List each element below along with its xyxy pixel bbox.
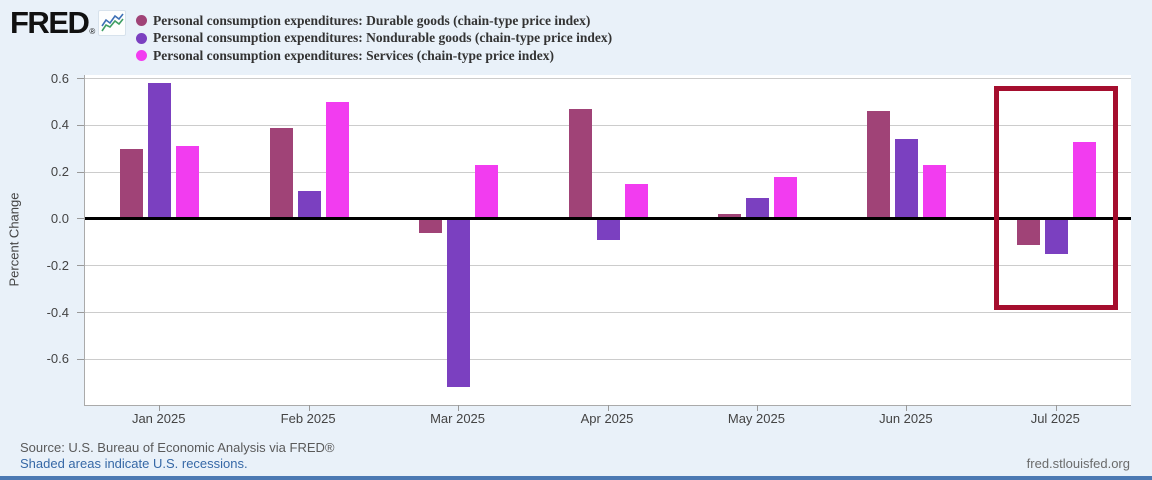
source-text: Source: U.S. Bureau of Economic Analysis…	[20, 440, 335, 455]
y-tick-label: 0.4	[50, 117, 69, 133]
gridline	[85, 171, 1131, 173]
bar[interactable]	[297, 190, 321, 219]
x-tick-label: Mar 2025	[430, 411, 486, 426]
bar[interactable]	[176, 146, 200, 219]
bar[interactable]	[419, 218, 443, 233]
bar[interactable]	[120, 148, 144, 219]
y-tick-mark	[77, 124, 84, 126]
bar[interactable]	[773, 176, 797, 219]
fred-logo-text: FRED	[10, 5, 90, 40]
y-tick-label: 0.0	[50, 210, 69, 226]
bar[interactable]	[269, 127, 293, 219]
bar[interactable]	[596, 218, 620, 240]
y-tick-mark	[77, 171, 84, 173]
bar[interactable]	[475, 165, 499, 219]
legend-marker-icon	[136, 32, 147, 44]
bar[interactable]	[568, 108, 592, 219]
bottom-accent-bar	[0, 476, 1152, 480]
legend-label: Personal consumption expenditures: Nondu…	[153, 30, 613, 46]
x-tick-mark	[756, 405, 758, 411]
y-tick-label: -0.2	[46, 257, 69, 273]
y-tick-mark	[77, 78, 84, 79]
site-link[interactable]: fred.stlouisfed.org	[1026, 456, 1130, 471]
bar[interactable]	[867, 111, 891, 219]
bar[interactable]	[624, 183, 648, 219]
gridline	[85, 124, 1131, 126]
x-tick-label: Jan 2025	[131, 411, 186, 426]
x-tick-label: Jul 2025	[1030, 411, 1080, 426]
x-tick-mark	[1055, 405, 1057, 411]
y-tick-label: -0.4	[46, 304, 69, 320]
y-tick-mark	[77, 358, 84, 360]
y-tick-label: 0.2	[50, 164, 69, 180]
x-tick-label: Apr 2025	[580, 411, 634, 426]
gridline	[85, 312, 1131, 313]
y-tick-label: 0.6	[50, 70, 69, 86]
bar[interactable]	[325, 101, 349, 219]
bar[interactable]	[745, 197, 769, 219]
x-tick-label: Jun 2025	[879, 411, 933, 426]
bar[interactable]	[1044, 218, 1068, 254]
x-tick-mark	[458, 405, 460, 411]
bar[interactable]	[148, 83, 172, 219]
legend-item[interactable]: Personal consumption expenditures: Durab…	[136, 12, 612, 30]
y-tick-label: -0.6	[46, 351, 69, 367]
bar[interactable]	[923, 165, 947, 219]
legend: Personal consumption expenditures: Durab…	[136, 12, 612, 65]
recession-note-link[interactable]: Shaded areas indicate U.S. recessions.	[20, 456, 248, 471]
y-tick-mark	[77, 312, 84, 313]
legend-label: Personal consumption expenditures: Servi…	[153, 47, 554, 63]
registered-mark: ®	[89, 27, 96, 36]
bar[interactable]	[1072, 141, 1096, 219]
gridline	[85, 358, 1131, 360]
x-tick-mark	[906, 405, 908, 411]
line-chart-icon	[98, 10, 127, 36]
legend-marker-icon	[136, 15, 147, 27]
x-tick-mark	[308, 405, 310, 411]
legend-marker-icon	[136, 50, 147, 62]
y-tick-mark	[77, 265, 84, 267]
gridline	[85, 265, 1131, 267]
zero-line	[85, 217, 1131, 221]
x-tick-mark	[607, 405, 609, 411]
gridline	[85, 78, 1131, 79]
bar[interactable]	[1016, 218, 1040, 245]
x-tick-label: May 2025	[727, 411, 785, 426]
fred-logo[interactable]: FRED ®	[10, 5, 127, 40]
bar[interactable]	[447, 218, 471, 388]
highlight-box	[994, 85, 1119, 311]
legend-item[interactable]: Personal consumption expenditures: Servi…	[136, 47, 612, 65]
legend-label: Personal consumption expenditures: Durab…	[153, 12, 591, 28]
plot-area	[77, 75, 1131, 411]
bar[interactable]	[895, 139, 919, 219]
x-axis-tick-labels: Jan 2025 Feb 2025 Mar 2025 Apr 2025 May 2025…	[84, 411, 1130, 429]
y-axis-tick-labels: 0.6 0.4 0.2 0.0 -0.2 -0.4 -0.6	[0, 71, 77, 405]
x-tick-mark	[159, 405, 161, 411]
y-tick-mark	[77, 218, 84, 220]
legend-item[interactable]: Personal consumption expenditures: Nondu…	[136, 30, 612, 48]
bar[interactable]	[717, 214, 741, 219]
x-tick-label: Feb 2025	[280, 411, 336, 426]
